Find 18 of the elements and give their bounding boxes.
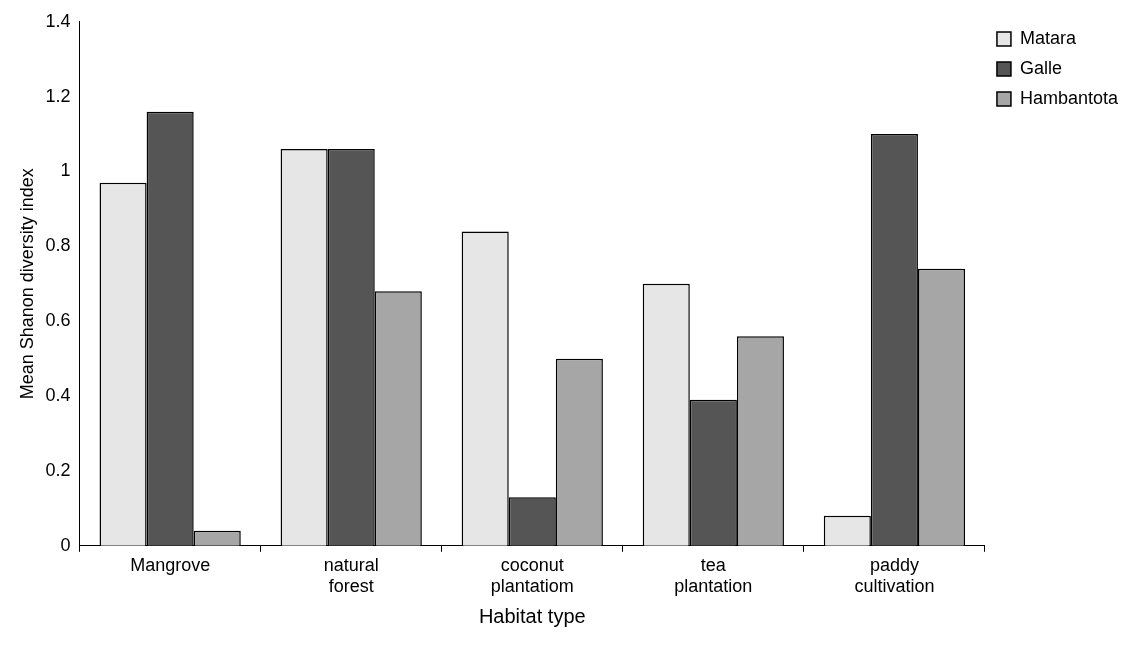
y-tick-label: 0.4 — [45, 385, 71, 406]
y-tick-label: 0.8 — [45, 235, 71, 256]
x-tick-label: Mangrove — [130, 554, 211, 575]
y-tick-label: 1.4 — [45, 10, 71, 31]
x-tick-label: natural forest — [323, 554, 379, 597]
x-tick-label: coconut plantatiom — [490, 554, 574, 597]
y-tick-label: 0.6 — [45, 310, 71, 331]
legend-label: Hambantota — [1019, 87, 1119, 108]
x-axis-title: Habitat type — [478, 604, 586, 627]
y-axis-title: Mean Shanon diversity index — [16, 168, 37, 400]
y-tick-label: 0 — [60, 534, 71, 555]
x-tick-label: tea plantation — [674, 554, 753, 597]
x-tick-label: paddy cultivation — [854, 554, 935, 597]
y-tick-label: 1 — [60, 160, 71, 181]
legend-label: Matara — [1019, 27, 1077, 48]
legend-label: Galle — [1019, 57, 1062, 78]
y-tick-label: 1.2 — [45, 85, 71, 106]
y-tick-label: 0.2 — [45, 459, 71, 480]
